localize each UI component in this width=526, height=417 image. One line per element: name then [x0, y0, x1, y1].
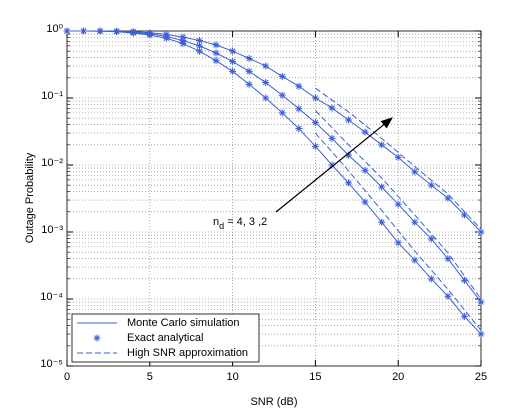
star-marker [345, 179, 353, 187]
star-marker [345, 151, 353, 159]
y-tick-label: 10⁻⁴ [40, 291, 63, 303]
y-tick-label: 10⁻² [41, 157, 63, 169]
series-line [315, 132, 482, 331]
legend-label: Exact analytical [127, 332, 203, 344]
star-marker [295, 105, 303, 113]
star-marker [311, 94, 319, 102]
star-marker [245, 67, 253, 75]
legend-marker [93, 334, 101, 342]
star-marker [262, 62, 270, 70]
y-tick-label: 10⁻⁵ [40, 358, 63, 370]
x-tick-label: 20 [392, 371, 404, 383]
star-marker [378, 183, 386, 191]
annotation: nd = 4, 3 ,2 [213, 216, 267, 231]
star-marker [212, 49, 220, 57]
legend-label: High SNR approximation [127, 347, 248, 359]
star-marker [411, 168, 419, 176]
star-marker [411, 218, 419, 226]
x-tick-label: 10 [226, 371, 238, 383]
star-marker [444, 194, 452, 202]
series-line [315, 110, 482, 300]
star-marker [378, 218, 386, 226]
star-marker [278, 109, 286, 117]
star-marker [328, 134, 336, 142]
star-marker [394, 153, 402, 161]
y-tick-label: 10⁰ [46, 23, 63, 35]
y-axis-label: Outage Probability [24, 152, 36, 243]
annotation-text: = 4, 3 ,2 [224, 216, 267, 228]
star-marker [378, 141, 386, 149]
legend-box [71, 313, 260, 363]
star-marker [146, 31, 154, 39]
y-tick-label: 10⁻¹ [41, 90, 63, 102]
star-marker [427, 235, 435, 243]
star-marker [311, 142, 319, 150]
star-marker [394, 200, 402, 208]
star-marker [80, 27, 88, 35]
x-tick-label: 15 [309, 371, 321, 383]
star-marker [460, 211, 468, 219]
star-marker [195, 47, 203, 55]
star-marker [460, 312, 468, 320]
star-marker [113, 28, 121, 36]
star-marker [361, 166, 369, 174]
star-marker [278, 72, 286, 80]
star-marker [295, 82, 303, 90]
x-tick-label: 5 [147, 371, 153, 383]
star-marker [212, 57, 220, 65]
star-marker [96, 27, 104, 35]
annotation-arrow [275, 117, 393, 213]
star-marker [477, 298, 485, 306]
star-marker [328, 161, 336, 169]
plot-frame [66, 30, 482, 367]
star-marker [444, 292, 452, 300]
star-marker [229, 58, 237, 66]
star-marker [179, 40, 187, 48]
star-marker [245, 54, 253, 62]
star-marker [394, 239, 402, 247]
x-axis-label: SNR (dB) [250, 396, 297, 408]
star-marker [477, 228, 485, 236]
star-marker [345, 116, 353, 124]
x-tick-label: 25 [475, 371, 487, 383]
series-line [315, 87, 482, 230]
star-marker [361, 198, 369, 206]
y-tick-label: 10⁻³ [41, 224, 63, 236]
x-tick-label: 0 [64, 371, 70, 383]
star-marker [411, 256, 419, 264]
star-marker [311, 119, 319, 127]
star-marker [195, 42, 203, 50]
legend-label: Monte Carlo simulation [127, 317, 240, 329]
star-marker [195, 37, 203, 45]
star-marker [262, 79, 270, 87]
star-marker [295, 125, 303, 133]
star-marker [262, 94, 270, 102]
star-marker [129, 29, 137, 37]
star-marker [229, 67, 237, 75]
star-marker [245, 80, 253, 88]
star-marker [212, 41, 220, 49]
plot-area [67, 31, 481, 366]
star-marker [278, 91, 286, 99]
star-marker [328, 104, 336, 112]
star-marker [229, 47, 237, 55]
annotation-subscript: d [219, 221, 224, 231]
star-marker [361, 128, 369, 136]
star-marker [444, 255, 452, 263]
star-marker [63, 27, 71, 35]
star-marker [477, 330, 485, 338]
star-marker [427, 275, 435, 283]
star-marker [460, 276, 468, 284]
annotation-text: n [213, 216, 219, 228]
star-marker [162, 34, 170, 42]
star-marker [427, 181, 435, 189]
